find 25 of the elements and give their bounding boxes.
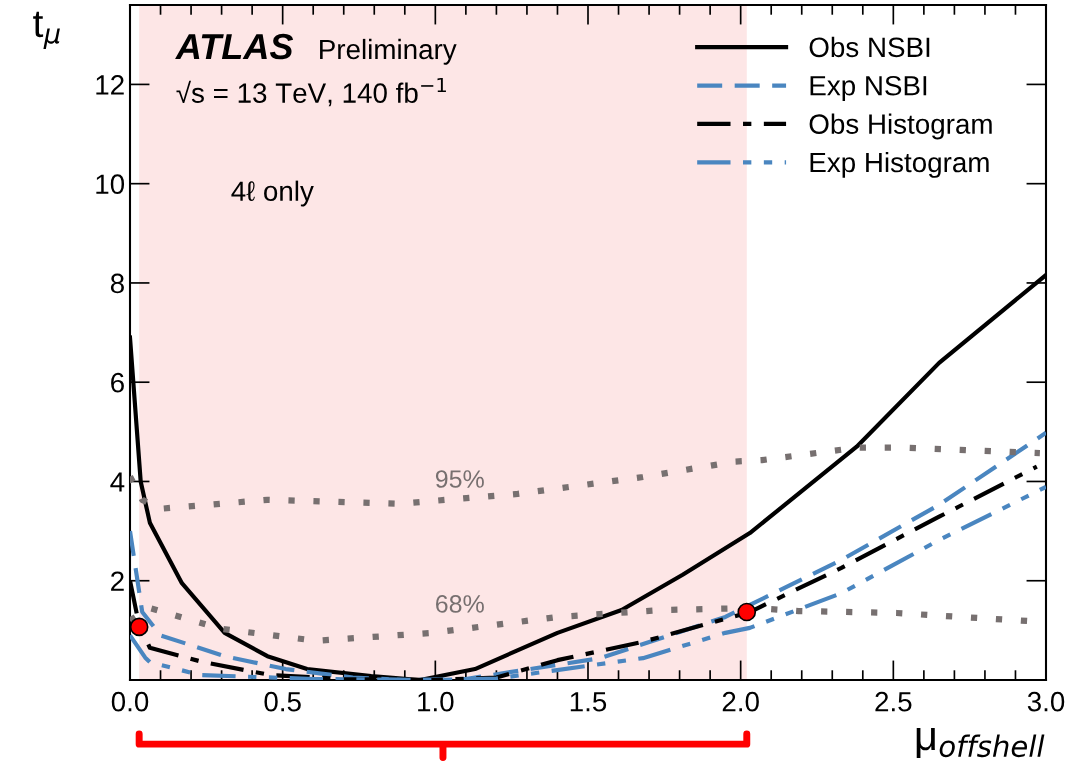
x-tick-label: 1.5: [570, 692, 607, 712]
y-tick-label: 10: [96, 174, 125, 195]
y-tick-label: 4: [110, 472, 125, 492]
legend-label: Obs NSBI: [809, 36, 930, 58]
legend-label: Obs Histogram: [809, 113, 992, 140]
legend-label: Exp NSBI: [810, 75, 927, 102]
annotation: 68%: [436, 595, 484, 613]
annotation: 4ℓ only: [231, 180, 314, 207]
annotation: Preliminary: [320, 38, 457, 65]
y-tick-label: 8: [110, 273, 124, 294]
x-tick-label: 2.0: [722, 691, 759, 712]
legend-label: Exp Histogram: [810, 151, 989, 178]
y-tick-label: 2: [111, 571, 124, 591]
y-axis-title: t$_{μ}$: [33, 11, 60, 49]
x-tick-label: 2.5: [875, 691, 912, 712]
annotation: 95%: [435, 470, 484, 488]
x-tick-label: 3.0: [1027, 691, 1065, 712]
y-tick-label: 12: [96, 75, 124, 95]
x-tick-label: 0.0: [111, 691, 149, 712]
y-tick-label: 6: [111, 372, 124, 393]
x-axis-title: μ$_{offshell}$: [916, 727, 1045, 758]
annotation: √s = 13 TeV, 140 fb$^{−1}$: [176, 77, 446, 107]
x-tick-label: 0.5: [264, 691, 301, 712]
annotation: ATLAS: [175, 33, 294, 60]
x-tick-label: 1.0: [418, 691, 454, 712]
